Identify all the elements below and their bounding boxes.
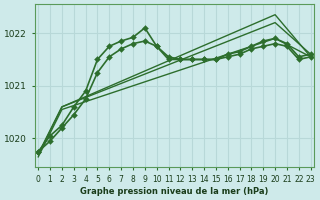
X-axis label: Graphe pression niveau de la mer (hPa): Graphe pression niveau de la mer (hPa) (80, 187, 268, 196)
